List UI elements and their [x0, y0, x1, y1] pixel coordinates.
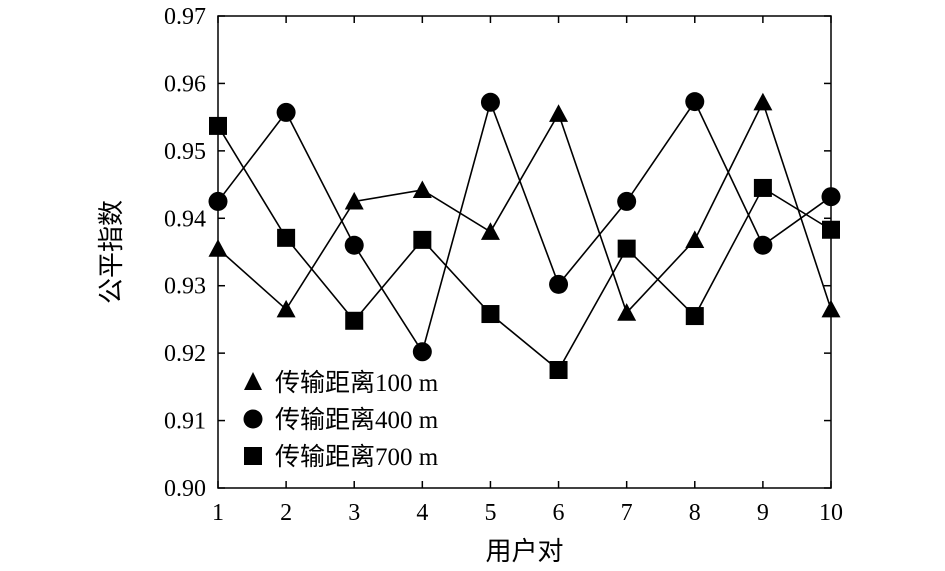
data-point-triangle	[480, 222, 500, 240]
series-markers	[208, 92, 841, 379]
data-point-square	[549, 361, 568, 379]
data-point-triangle	[685, 230, 705, 248]
y-tick-label: 0.97	[164, 4, 206, 30]
x-tick-label: 5	[484, 500, 496, 526]
legend: 传输距离100 m 传输距离400 m 传输距离700 m	[243, 369, 439, 471]
legend-label-700m: 传输距离700 m	[275, 443, 439, 471]
data-point-square	[277, 228, 296, 247]
x-tick-label: 1	[212, 500, 224, 526]
series-line-square	[217, 125, 832, 372]
data-point-square	[753, 178, 772, 197]
data-point-square	[345, 311, 364, 330]
data-point-circle	[617, 191, 637, 211]
data-point-square	[413, 230, 432, 249]
legend-item-700m: 传输距离700 m	[244, 443, 439, 471]
x-axis-title: 用户对	[485, 537, 563, 566]
data-point-triangle	[753, 92, 773, 111]
data-point-triangle	[549, 104, 569, 122]
legend-circle-marker	[243, 409, 263, 429]
data-point-triangle	[412, 180, 432, 199]
data-point-circle	[276, 102, 296, 122]
data-point-circle	[549, 274, 569, 294]
axis-tick-labels: 1 2 3 4 5 6 7 8 9 10 0.90 0.91 0.92 0.93 0.94 0.95 0.96 0…	[164, 4, 843, 526]
y-tick-label: 0.95	[164, 139, 206, 165]
x-tick-label: 9	[757, 500, 769, 526]
data-point-triangle	[344, 191, 364, 210]
x-tick-label: 10	[819, 500, 843, 526]
data-point-triangle	[276, 299, 296, 318]
legend-triangle-marker	[244, 372, 262, 390]
y-tick-label: 0.94	[164, 206, 206, 232]
data-point-circle	[480, 92, 500, 112]
data-point-square	[481, 305, 500, 324]
data-point-circle	[344, 235, 364, 255]
data-point-circle	[753, 235, 773, 255]
data-point-circle	[412, 342, 432, 362]
y-tick-label: 0.92	[164, 341, 206, 367]
y-tick-label: 0.90	[164, 476, 206, 502]
y-tick-label: 0.96	[164, 71, 206, 97]
x-tick-label: 2	[280, 500, 292, 526]
data-point-square	[617, 239, 636, 258]
data-point-triangle	[617, 303, 637, 321]
y-axis-title: 公平指数	[97, 200, 126, 304]
series-line-triangle	[217, 100, 832, 315]
data-point-circle	[685, 92, 705, 112]
series-lines	[217, 99, 832, 372]
x-tick-label: 6	[553, 500, 565, 526]
x-tick-label: 3	[348, 500, 360, 526]
data-point-square	[685, 307, 704, 326]
legend-square-marker	[244, 447, 262, 465]
legend-label-100m: 传输距离100 m	[275, 369, 439, 397]
y-tick-label: 0.93	[164, 274, 206, 300]
legend-item-400m: 传输距离400 m	[243, 406, 439, 434]
plot-area-frame	[217, 15, 832, 489]
x-tick-label: 7	[621, 500, 633, 526]
y-tick-label: 0.91	[164, 409, 206, 435]
x-tick-label: 8	[689, 500, 701, 526]
axis-ticks	[217, 15, 832, 489]
x-tick-label: 4	[416, 500, 428, 526]
series-line-circle	[217, 99, 832, 354]
legend-item-100m: 传输距离100 m	[244, 369, 439, 397]
legend-label-400m: 传输距离400 m	[275, 406, 439, 434]
